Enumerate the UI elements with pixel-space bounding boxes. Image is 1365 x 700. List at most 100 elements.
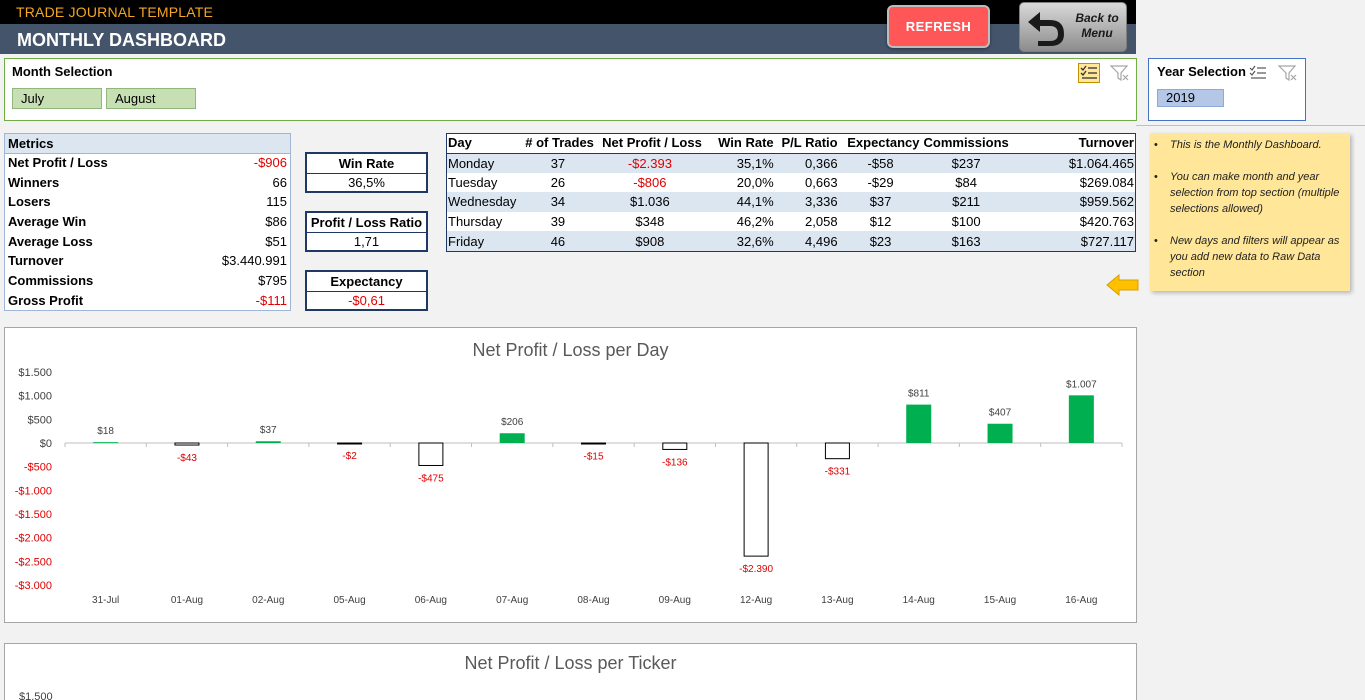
- metrics-row: Gross Profit -$111: [5, 292, 290, 312]
- month-chip-july[interactable]: July: [12, 88, 102, 109]
- pl-ratio-value: 1,71: [353, 234, 380, 249]
- data-label: -$2.390: [739, 564, 773, 575]
- data-label: $811: [908, 389, 930, 400]
- table-cell: 46,2%: [736, 214, 774, 230]
- column-header[interactable]: P/L Ratio: [775, 133, 840, 154]
- metric-value: $51: [265, 233, 287, 249]
- table-cell: $727.117: [1010, 231, 1136, 251]
- metrics-row: Commissions $795: [5, 272, 290, 292]
- metric-value: $3.440.991: [221, 253, 287, 269]
- metric-label: Average Loss: [8, 233, 93, 249]
- bar: [581, 442, 606, 445]
- app-title: TRADE JOURNAL TEMPLATE: [16, 4, 214, 20]
- expectancy-box: Expectancy -$0,61: [305, 270, 428, 311]
- table-cell: -$2.393: [595, 153, 704, 173]
- table-cell: 34: [519, 192, 596, 212]
- x-tick-label: 02-Aug: [252, 595, 284, 606]
- table-cell: $237: [921, 153, 1011, 173]
- x-tick-label: 16-Aug: [1065, 595, 1097, 606]
- table-cell: 4,496: [775, 231, 840, 251]
- clear-filter-icon[interactable]: [1109, 63, 1131, 83]
- month-slicer-title: Month Selection: [12, 64, 113, 79]
- clear-filter-icon[interactable]: [1277, 63, 1299, 83]
- bar: [499, 433, 525, 443]
- y-tick-label: $500: [28, 414, 52, 426]
- y-tick-label: $0: [40, 438, 52, 450]
- table-cell: 35,1%: [703, 153, 776, 173]
- bar: [987, 423, 1013, 443]
- x-tick-label: 07-Aug: [496, 595, 528, 606]
- y-tick-label: $1.000: [18, 391, 52, 403]
- column-header[interactable]: Win Rate: [703, 133, 776, 154]
- x-tick-label: 14-Aug: [903, 595, 935, 606]
- table-row: Monday 37 -$2.393 35,1% 0,366 -$58 $237 $1.064.…: [446, 153, 1136, 173]
- bar: [337, 442, 363, 445]
- y-tick-label: -$1.500: [15, 509, 52, 521]
- table-cell: $420.763: [1079, 214, 1134, 230]
- page-title: MONTHLY DASHBOARD: [17, 30, 227, 50]
- table-cell: Wednesday: [446, 192, 520, 212]
- day-breakdown-table: Day # of Trades Net Profit / Loss Win Rate P…: [446, 133, 1136, 251]
- x-tick-label: 15-Aug: [984, 595, 1016, 606]
- table-cell: $84: [955, 174, 977, 190]
- table-cell: -$29: [867, 174, 894, 190]
- pointer-arrow-icon: [1106, 274, 1139, 296]
- table-cell: $269.084: [1079, 174, 1134, 190]
- divider: [1136, 125, 1365, 126]
- table-cell: 44,1%: [703, 192, 776, 212]
- multi-select-icon[interactable]: [1247, 63, 1269, 83]
- month-chip-august[interactable]: August: [106, 88, 196, 109]
- data-label: -$136: [662, 457, 688, 468]
- metrics-row: Turnover $3.440.991: [5, 252, 290, 272]
- daily-pl-chart: Net Profit / Loss per Day $1.500 $1.000 $5…: [4, 327, 1137, 623]
- bar: [255, 441, 281, 443]
- metric-label: Commissions: [8, 273, 94, 289]
- table-cell: 46: [519, 231, 596, 251]
- data-label: -$15: [583, 452, 603, 463]
- table-cell: $37: [839, 192, 922, 212]
- column-header[interactable]: Turnover: [1010, 133, 1136, 154]
- metric-value: $795: [258, 273, 287, 289]
- y-tick-label: -$3.000: [15, 580, 52, 592]
- column-header[interactable]: Net Profit / Loss: [595, 133, 704, 154]
- metric-label: Net Profit / Loss: [8, 155, 108, 170]
- back-to-menu-button[interactable]: Back to Menu: [1019, 2, 1127, 52]
- table-cell: Monday: [446, 153, 520, 173]
- bar: [906, 404, 932, 443]
- year-chip-2019[interactable]: 2019: [1157, 89, 1224, 107]
- column-header[interactable]: Expectancy: [839, 133, 922, 154]
- bar: [418, 442, 444, 466]
- table-cell: 0,366: [775, 153, 840, 173]
- table-cell: 3,336: [775, 192, 840, 212]
- y-tick-label: $1.500: [19, 691, 53, 700]
- table-row: Thursday 39 $348 46,2% 2,058 $12 $100 $420.763: [446, 212, 1136, 232]
- metric-label: Losers: [8, 194, 51, 210]
- bar: [1068, 395, 1094, 443]
- pl-ratio-title: Profit / Loss Ratio: [307, 213, 426, 233]
- metric-value: 115: [266, 194, 287, 210]
- table-cell: 0,663: [805, 174, 838, 190]
- data-label: $1.007: [1066, 379, 1097, 390]
- column-header[interactable]: Day: [446, 133, 520, 154]
- table-cell: 32,6%: [703, 231, 776, 251]
- year-slicer: Year Selection 2019: [1148, 58, 1306, 121]
- metric-value: -$111: [255, 292, 287, 308]
- table-cell: $348: [635, 214, 665, 230]
- column-header[interactable]: Commissions: [921, 133, 1011, 154]
- pl-ratio-box: Profit / Loss Ratio 1,71: [305, 211, 428, 252]
- column-header[interactable]: # of Trades: [519, 133, 596, 154]
- table-row: Tuesday 26 -$806 20,0% 0,663 -$29 $84 $269.084: [446, 173, 1136, 193]
- note-item: New days and filters will appear as you …: [1170, 233, 1344, 281]
- x-tick-label: 08-Aug: [577, 595, 609, 606]
- bar: [743, 442, 769, 557]
- refresh-button[interactable]: REFRESH: [887, 5, 990, 48]
- bar: [824, 442, 850, 460]
- table-cell: $908: [595, 231, 704, 251]
- x-tick-label: 12-Aug: [740, 595, 772, 606]
- month-slicer: Month Selection July August: [4, 58, 1137, 121]
- table-cell: 2,058: [805, 214, 838, 230]
- win-rate-value: 36,5%: [348, 175, 385, 190]
- win-rate-box: Win Rate 36,5%: [305, 152, 428, 193]
- multi-select-icon[interactable]: [1078, 63, 1100, 83]
- metric-label: Turnover: [8, 253, 64, 269]
